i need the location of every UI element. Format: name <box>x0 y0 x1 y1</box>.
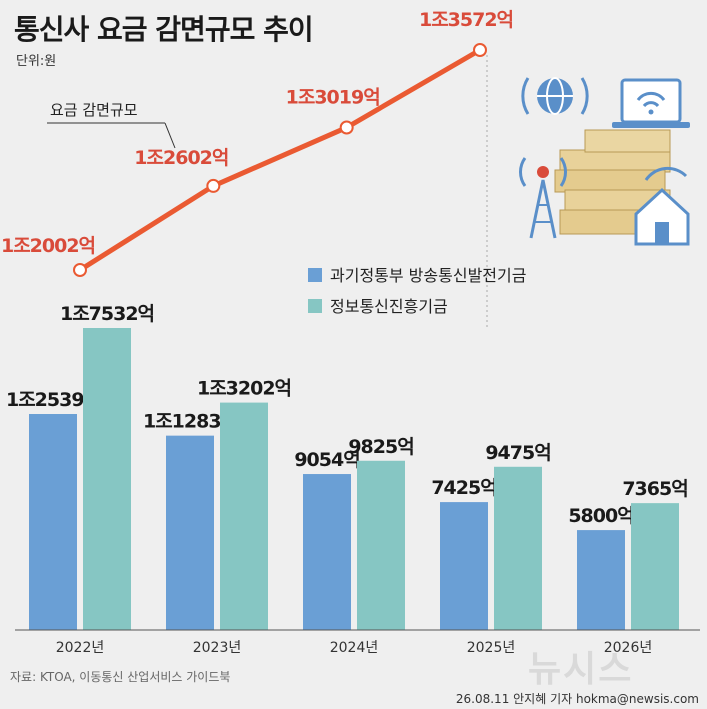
bar-label-b-0: 1조7532억 <box>60 303 154 325</box>
globe-signal-icon <box>521 77 589 115</box>
tower-icon <box>518 157 568 239</box>
legend: 과기정통부 방송통신발전기금 정보통신진흥기금 <box>308 266 526 316</box>
bar-a-4 <box>577 530 625 630</box>
bar-label-a-3: 7425억 <box>431 477 496 499</box>
line-label-1: 1조2602억 <box>134 147 228 169</box>
line-point-3 <box>473 43 487 57</box>
x-tick-1: 2023년 <box>193 640 242 656</box>
legend-label-a: 과기정통부 방송통신발전기금 <box>330 266 526 285</box>
line-series <box>77 47 483 273</box>
bar-b-2 <box>357 460 405 630</box>
bar-b-4 <box>631 503 679 630</box>
line-callout-label: 요금 감면규모 <box>50 101 138 119</box>
bar-label-b-2: 9825억 <box>348 436 413 458</box>
bar-label-a-4: 5800억 <box>568 505 633 527</box>
x-tick-2: 2024년 <box>330 640 379 656</box>
laptop-wifi-icon <box>612 78 690 128</box>
x-axis: 2022년 2023년 2024년 2025년 2026년 <box>15 629 700 656</box>
credit-line: 26.08.11 안지혜 기자 hokma@newsis.com <box>455 692 699 706</box>
bar-a-0 <box>29 414 77 630</box>
line-label-0: 1조2002억 <box>1 235 95 257</box>
line-point-0 <box>73 263 87 277</box>
bar-b-1 <box>220 402 268 630</box>
line-point-2 <box>339 120 354 135</box>
bar-label-b-1: 1조3202억 <box>197 378 291 400</box>
bar-label-a-0: 1조2539억 <box>6 389 100 411</box>
bar-b-3 <box>494 466 542 630</box>
line-point-1 <box>206 178 221 193</box>
bar-label-a-1: 1조1283억 <box>143 411 237 433</box>
legend-label-b: 정보통신진흥기금 <box>330 297 448 316</box>
x-tick-3: 2025년 <box>467 640 516 656</box>
line-label-2: 1조3019억 <box>286 86 380 108</box>
line-layer: 1조2002억 1조2602억 1조3019억 1조3572억 <box>1 9 514 277</box>
bar-a-3 <box>440 502 488 630</box>
bar-label-a-2: 9054억 <box>294 449 359 471</box>
bar-b-0 <box>83 328 131 630</box>
unit-label: 단위:원 <box>16 54 57 69</box>
legend-swatch-a <box>308 268 322 282</box>
home-icon <box>634 166 690 246</box>
x-tick-0: 2022년 <box>56 640 105 656</box>
bar-a-2 <box>303 474 351 630</box>
bar-a-1 <box>166 435 214 630</box>
line-callout: 요금 감면규모 <box>47 101 176 149</box>
source-note: 자료: KTOA, 이동통신 산업서비스 가이드북 <box>10 670 231 684</box>
logo: 뉴시스 <box>528 649 634 690</box>
legend-swatch-b <box>308 299 322 313</box>
chart-title: 통신사 요금 감면규모 추이 <box>14 13 314 46</box>
bar-label-b-4: 7365억 <box>622 478 687 500</box>
line-label-3: 1조3572억 <box>419 9 513 31</box>
x-tick-4: 2026년 <box>604 640 653 656</box>
bar-label-b-3: 9475억 <box>485 442 550 464</box>
